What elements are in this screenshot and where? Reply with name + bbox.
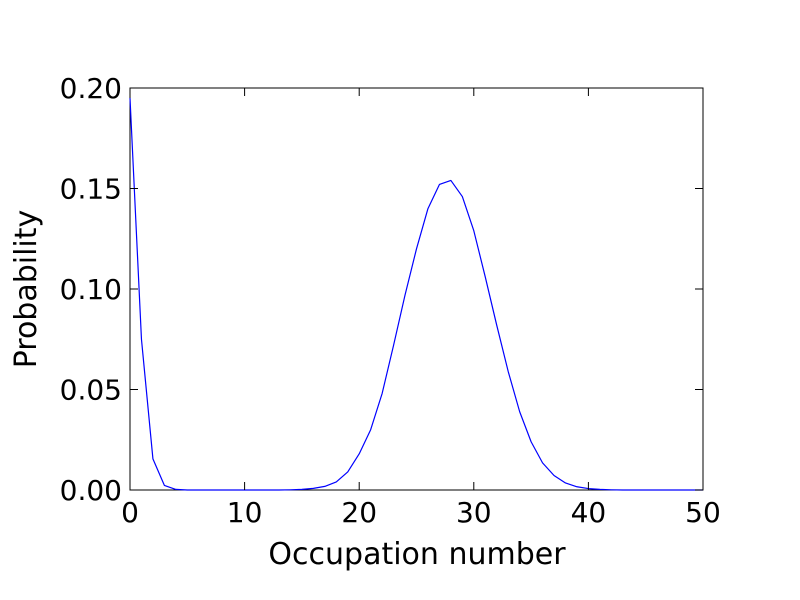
plot-frame bbox=[129, 87, 704, 491]
x-tick-label: 10 bbox=[227, 496, 263, 529]
x-axis-label: Occupation number bbox=[268, 537, 566, 572]
y-tick-label: 0.20 bbox=[60, 72, 122, 105]
y-axis-label: Probability bbox=[9, 210, 44, 369]
y-tick-label: 0.10 bbox=[60, 273, 122, 306]
x-tick-label: 50 bbox=[685, 496, 721, 529]
x-tick-label: 30 bbox=[456, 496, 492, 529]
series-line-0 bbox=[129, 98, 703, 491]
plot-area: 0 10 20 30 40 50 0.00 0.05 0.10 0.15 0.20 bbox=[60, 72, 721, 529]
y-tick-label: 0.15 bbox=[60, 173, 122, 206]
x-tick-label: 20 bbox=[341, 496, 377, 529]
x-tick-label: 0 bbox=[121, 496, 139, 529]
y-tick-label: 0.05 bbox=[60, 374, 122, 407]
y-tick-label: 0.00 bbox=[60, 474, 122, 507]
x-tick-label: 40 bbox=[571, 496, 607, 529]
